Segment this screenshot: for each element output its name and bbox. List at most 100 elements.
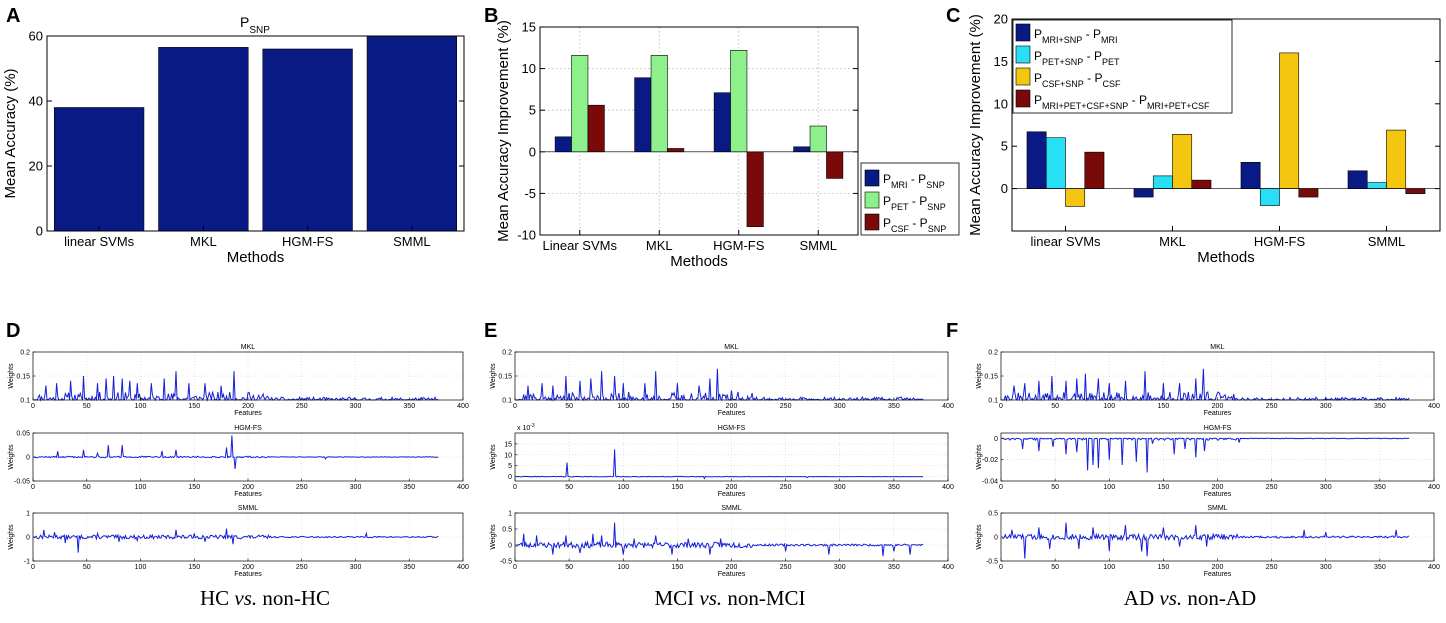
x-tick-label: 100	[1103, 564, 1115, 571]
y-tick-label: 0.2	[20, 350, 30, 357]
y-tick-label: 15	[522, 20, 536, 35]
y-axis-label: Weights	[976, 444, 983, 470]
y-tick-label: -0.5	[986, 559, 998, 566]
x-tick-label: 350	[403, 564, 415, 571]
x-axis-label: Features	[1204, 491, 1232, 498]
bar-cyan	[1152, 175, 1173, 189]
x-tick-label: MKL	[190, 234, 217, 249]
legend-box	[1012, 19, 1233, 114]
x-axis-label: Features	[718, 410, 746, 417]
legend-entry-label: PPET - PSNP	[883, 194, 946, 212]
x-tick-label: 50	[1051, 403, 1059, 410]
panel-letter-a: A	[6, 5, 20, 27]
x-axis-label: Methods	[1197, 249, 1255, 266]
panel-letter-b: B	[484, 5, 498, 27]
x-tick-label: HGM-FS	[282, 234, 334, 249]
x-tick-label: 350	[1374, 564, 1386, 571]
weight-series-line	[34, 371, 439, 402]
y-tick-label: -5	[524, 186, 536, 201]
y-tick-label: 10	[994, 96, 1008, 111]
x-tick-label: 50	[1051, 484, 1059, 491]
bar-darkred	[1405, 188, 1426, 194]
bar-navy	[1240, 162, 1261, 189]
x-tick-label: 150	[188, 484, 200, 491]
y-tick-label: 5	[508, 463, 512, 470]
legend-entry-label: PCSF - PSNP	[883, 216, 946, 234]
bar-darkred	[826, 151, 844, 179]
y-tick-label: 0.5	[502, 527, 512, 534]
y-tick-label: 1	[508, 511, 512, 518]
y-tick-label: -0.02	[982, 457, 998, 464]
y-axis-label: Weights	[8, 363, 15, 389]
x-tick-label: 0	[31, 403, 35, 410]
y-tick-label: 0.15	[16, 374, 30, 381]
legend-entry-label: PCSF+SNP - PCSF	[1034, 71, 1121, 89]
y-tick-label: 5	[529, 103, 536, 118]
x-tick-label: 400	[942, 564, 954, 571]
x-tick-label: 100	[1103, 484, 1115, 491]
bar-darkred	[1298, 188, 1319, 198]
bar-navy	[1347, 170, 1368, 189]
bar-darkred	[667, 148, 685, 153]
x-tick-label: 400	[942, 403, 954, 410]
x-tick-label: 150	[188, 564, 200, 571]
x-tick-label: 200	[726, 564, 738, 571]
weight-series-line	[1002, 522, 1410, 559]
y-tick-label: 0.15	[498, 374, 512, 381]
axes-box	[1011, 18, 1441, 232]
x-tick-label: MKL	[646, 238, 673, 253]
x-tick-label: 350	[888, 484, 900, 491]
x-tick-label: 250	[1266, 564, 1278, 571]
weight-series-line	[515, 522, 924, 557]
x-tick-label: MKL	[1159, 234, 1186, 249]
x-tick-label: 0	[31, 484, 35, 491]
x-tick-label: 200	[242, 403, 254, 410]
x-tick-label: SMML	[393, 234, 431, 249]
x-tick-label: 150	[188, 403, 200, 410]
x-tick-label: 100	[135, 564, 147, 571]
x-tick-label: 400	[1428, 403, 1440, 410]
x-tick-label: 250	[780, 403, 792, 410]
y-axis-label: Mean Accuracy Improvement (%)	[967, 14, 984, 236]
bar-green	[650, 54, 668, 153]
legend-swatch	[1015, 67, 1031, 86]
x-axis-label: Features	[234, 410, 262, 417]
x-tick-label: SMML	[1368, 234, 1406, 249]
x-tick-label: linear SVMs	[64, 234, 135, 249]
weight-series-line	[1002, 368, 1410, 402]
bar-yellow	[1386, 129, 1407, 189]
y-tick-label: 0.5	[988, 511, 998, 518]
y-tick-label: 0	[36, 224, 43, 239]
bar-darkred	[1084, 151, 1105, 189]
subplot-title: MKL	[724, 344, 739, 351]
legend-swatch	[1015, 23, 1031, 42]
y-tick-label: 0	[508, 474, 512, 481]
chart-panel-a: 0 20 40 60 linear SVMs MKL HGM-FS SMML Methods Me…	[2, 14, 465, 266]
bar-green	[730, 49, 748, 153]
chart-panel-f: 0 50 100 150 200 250 300 350 400 0.1 0.15 0.2 MKL Fea…	[976, 344, 1440, 578]
weight-series-line	[34, 435, 439, 470]
x-tick-label: 50	[1051, 564, 1059, 571]
y-tick-label: 0.2	[502, 350, 512, 357]
x-tick-label: 100	[1103, 403, 1115, 410]
x-tick-label: 300	[350, 484, 362, 491]
panel-letter-f: F	[946, 320, 958, 342]
y-tick-label: 0	[994, 436, 998, 443]
weight-series-line	[516, 449, 924, 480]
y-axis-label: Weights	[8, 444, 15, 470]
y-tick-label: 5	[1001, 139, 1008, 154]
x-tick-label: 0	[999, 403, 1003, 410]
y-tick-label: 0	[1001, 181, 1008, 196]
x-tick-label: 50	[565, 403, 573, 410]
bar	[53, 107, 145, 232]
chart-title: PSNP	[240, 14, 270, 36]
legend-swatch	[864, 213, 880, 231]
x-tick-label: 50	[83, 564, 91, 571]
x-tick-label: 200	[726, 403, 738, 410]
x-tick-label: 100	[617, 564, 629, 571]
y-axis-label: Mean Accuracy (%)	[2, 68, 19, 198]
x-tick-label: 300	[350, 403, 362, 410]
subplot-title: MKL	[241, 344, 256, 351]
y-tick-label: -0.04	[982, 479, 998, 486]
